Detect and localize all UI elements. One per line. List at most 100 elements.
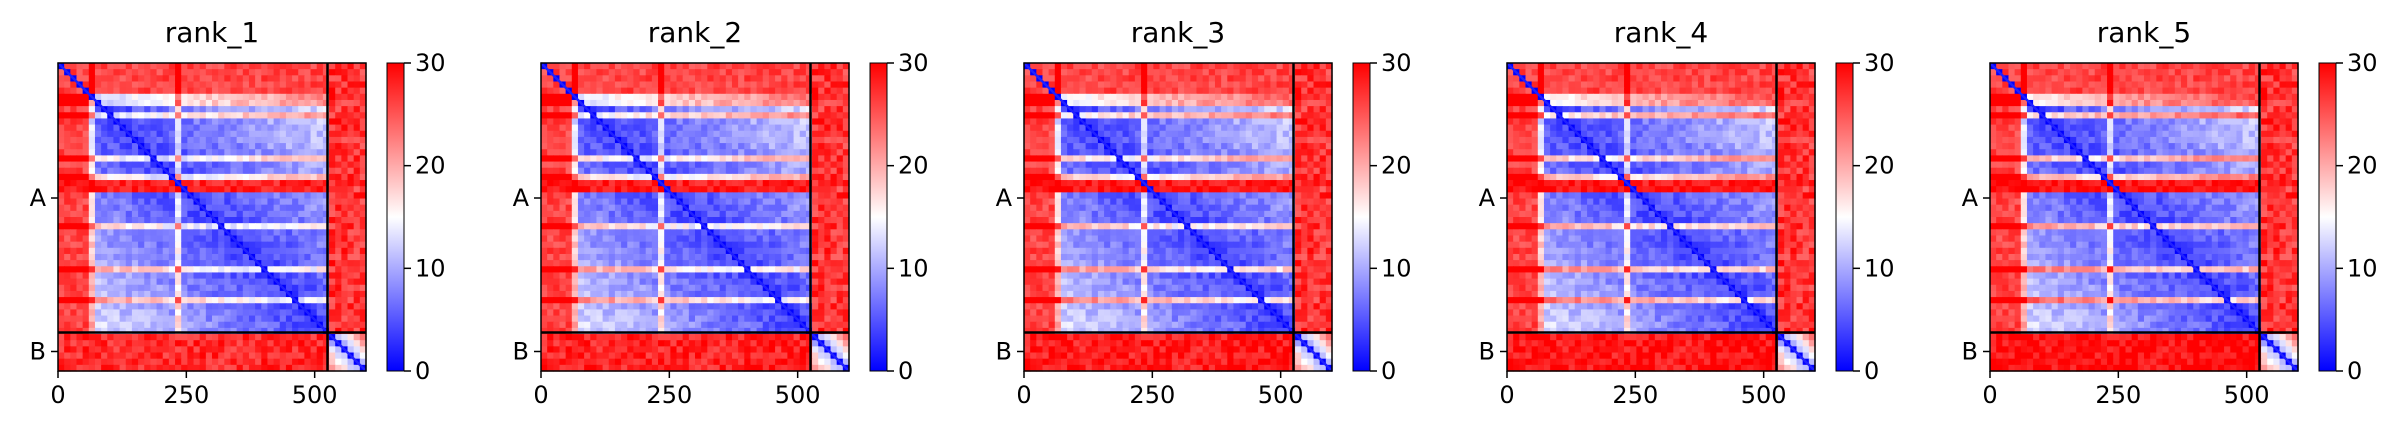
heatmap-cell [725,321,733,329]
heatmap-cell [688,198,696,206]
heatmap-cell [82,303,90,310]
heatmap-cell [553,315,561,323]
heatmap-cell [744,198,752,206]
heatmap-cell [255,321,262,329]
heatmap-cell [787,87,795,95]
heatmap-cell [719,278,727,286]
heatmap-cell [199,346,207,354]
heatmap-cell [731,124,739,132]
heatmap-cell [316,149,324,156]
heatmap-cell [119,106,127,113]
heatmap-cell [70,136,78,144]
heatmap-cell [125,217,133,224]
heatmap-cell [645,260,653,267]
heatmap-cell [144,352,151,360]
heatmap-cell [144,253,151,261]
heatmap-cell [187,241,195,249]
heatmap-cell [590,173,598,181]
heatmap-cell [701,315,708,323]
heatmap-cell [236,364,244,372]
heatmap-cell [162,309,170,317]
heatmap-cell [719,81,727,89]
heatmap-cell [58,192,65,200]
heatmap-cell [131,358,139,366]
heatmap-cell [138,352,145,360]
heatmap-cell [150,364,158,372]
heatmap-cell [199,235,207,243]
heatmap-cell [94,346,102,354]
heatmap-cell [125,235,133,243]
heatmap-cell [830,229,838,237]
heatmap-cell [621,223,628,230]
heatmap-cell [565,260,573,267]
heatmap-cell [255,112,262,120]
heatmap-cell [658,143,665,150]
heatmap-cell [261,99,269,107]
heatmap-cell [547,253,554,261]
heatmap-cell [175,321,182,329]
heatmap-cell [212,204,219,212]
heatmap-cell [768,235,776,243]
heatmap-cell [830,155,838,163]
heatmap-cell [131,229,139,237]
heatmap-cell [842,186,850,193]
heatmap-cell [76,278,84,286]
heatmap-cell [273,229,281,237]
heatmap-cell [168,260,176,267]
heatmap-cell [830,247,838,255]
heatmap-cell [187,290,195,298]
heatmap-cell [261,167,269,175]
heatmap-cell [199,99,207,107]
heatmap-cell [101,93,108,101]
heatmap-cell [187,297,195,304]
heatmap-cell [830,87,838,95]
heatmap-cell [267,186,275,193]
heatmap-cell [818,247,825,255]
heatmap-cell [627,309,634,317]
heatmap-cell [627,192,634,200]
heatmap-cell [750,346,758,354]
heatmap-cell [676,75,684,83]
heatmap-cell [768,303,776,310]
heatmap-cell [842,112,850,120]
heatmap-cell [230,297,238,304]
heatmap-cell [658,87,665,95]
heatmap-cell [94,93,102,101]
heatmap-cell [162,204,170,212]
heatmap-cell [596,112,604,120]
heatmap-cell [273,143,281,150]
heatmap-cell [559,99,567,107]
heatmap-cell [335,112,342,120]
heatmap-cell [682,186,690,193]
heatmap-cell [94,358,102,366]
heatmap-cell [88,297,96,304]
heatmap-cell [713,315,721,323]
heatmap-cell [248,63,256,70]
heatmap-cell [842,155,850,163]
heatmap-cell [645,297,653,304]
heatmap-cell [799,217,807,224]
heatmap-cell [236,315,244,323]
panel-title: rank_1 [165,16,259,49]
heatmap-cell [193,247,201,255]
heatmap-cell [633,161,641,169]
heatmap-cell [799,124,807,132]
heatmap-cell [64,173,71,181]
heatmap-cell [285,223,293,230]
heatmap-cell [119,235,127,243]
heatmap-cell [812,204,819,212]
heatmap-cell [577,217,585,224]
heatmap-cell [125,346,133,354]
heatmap-cell [76,161,84,169]
heatmap-cell [113,309,121,317]
heatmap-cell [187,87,195,95]
heatmap-cell [242,290,250,298]
heatmap-cell [842,297,850,304]
heatmap-cell [614,272,622,280]
heatmap-cell [725,167,733,175]
heatmap-cell [138,204,145,212]
heatmap-cell [676,173,684,181]
heatmap-cell [621,284,628,292]
heatmap-cell [70,69,78,76]
heatmap-cell [76,235,84,243]
